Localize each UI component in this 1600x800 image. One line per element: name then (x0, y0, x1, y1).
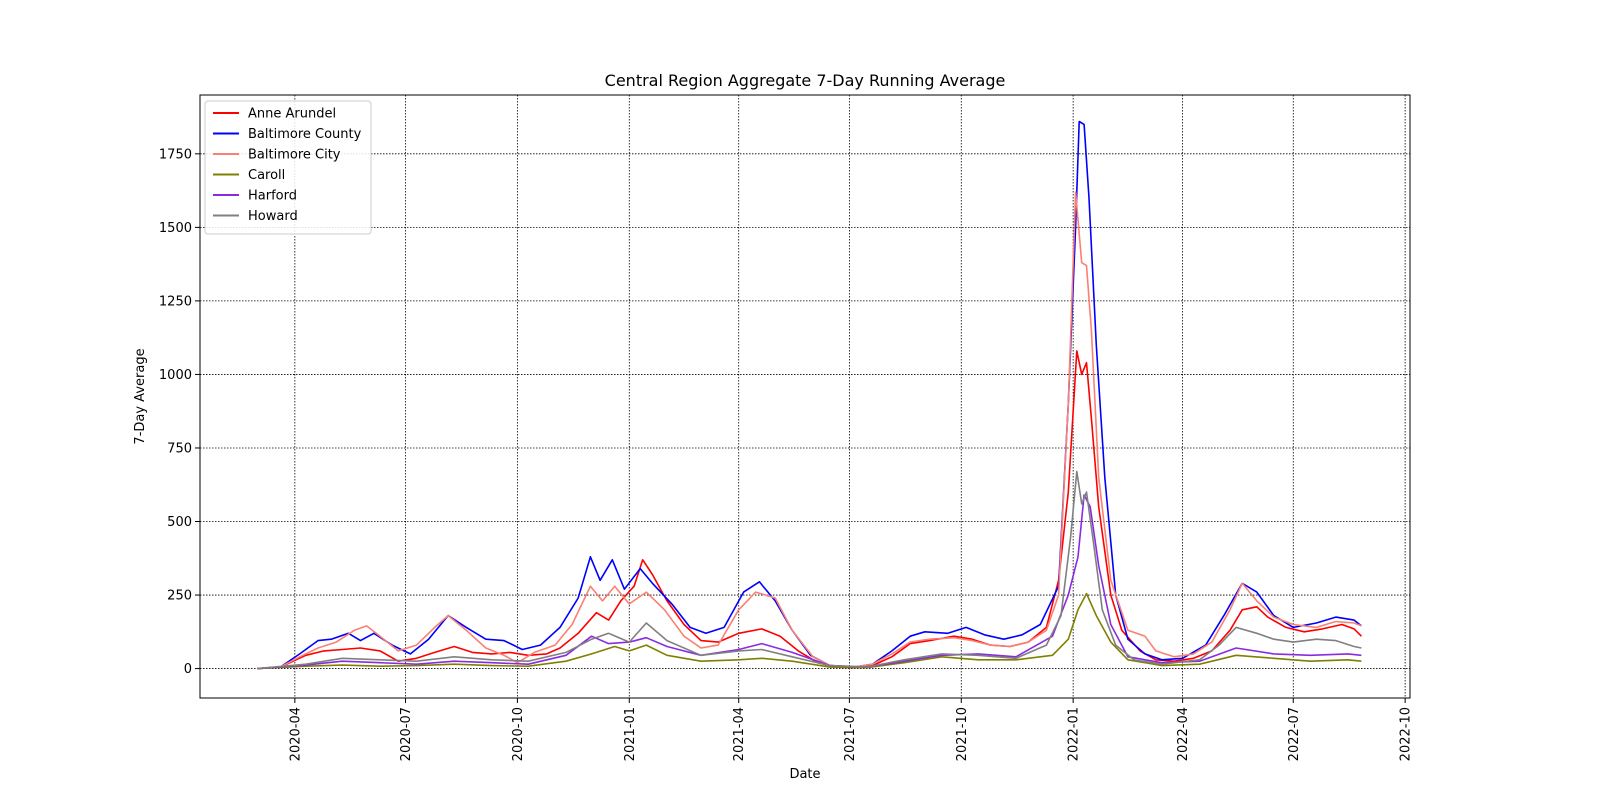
y-tick-label: 500 (167, 515, 192, 530)
legend-label-harford: Harford (248, 189, 297, 204)
x-tick-label: 2021-07 (843, 707, 858, 761)
x-tick-label: 2022-01 (1067, 707, 1082, 761)
y-tick-label: 1250 (159, 294, 192, 309)
series-line-howard (257, 470, 1362, 670)
series-line-baltimore-county (257, 120, 1362, 670)
x-tick-label: 2021-04 (732, 707, 747, 761)
y-tick-label: 0 (184, 662, 192, 677)
chart-title: Central Region Aggregate 7-Day Running A… (605, 71, 1006, 90)
legend-box (204, 100, 372, 235)
legend-label-baltimore-county: Baltimore County (248, 127, 362, 142)
y-tick-label: 750 (167, 441, 192, 456)
x-tick-label: 2021-01 (623, 707, 638, 761)
series-lines (257, 120, 1362, 670)
plot-frame (199, 94, 1411, 699)
x-tick-label: 2020-10 (511, 707, 526, 761)
x-axis-label: Date (789, 767, 820, 782)
y-axis-ticks: 0 250 500 750 1000 1250 1500 1750 (159, 147, 200, 677)
y-tick-label: 250 (167, 589, 192, 604)
legend-label-caroll: Caroll (248, 168, 285, 183)
x-tick-label: 2021-10 (955, 707, 970, 761)
x-tick-label: 2020-07 (399, 707, 414, 761)
y-tick-label: 1750 (159, 147, 192, 162)
y-tick-label: 1500 (159, 221, 192, 236)
series-line-harford (257, 494, 1362, 670)
y-axis-label: 7-Day Average (133, 348, 148, 444)
series-line-anne-arundel (257, 350, 1362, 670)
y-tick-label: 1000 (159, 368, 192, 383)
x-tick-label: 2022-10 (1399, 707, 1414, 761)
legend-label-baltimore-city: Baltimore City (248, 148, 341, 163)
x-tick-label: 2020-04 (288, 707, 303, 761)
x-axis-ticks: 2020-04 2020-07 2020-10 2021-01 2021-04 2021-… (288, 698, 1414, 761)
x-tick-label: 2022-04 (1176, 707, 1191, 761)
grid (200, 95, 1410, 698)
legend-label-anne-arundel: Anne Arundel (248, 107, 336, 122)
series-line-caroll (257, 592, 1362, 670)
series-line-baltimore-city (257, 191, 1362, 670)
x-tick-label: 2022-07 (1287, 707, 1302, 761)
legend: Anne Arundel Baltimore County Baltimore Ci… (204, 100, 372, 235)
legend-label-howard: Howard (248, 209, 298, 224)
